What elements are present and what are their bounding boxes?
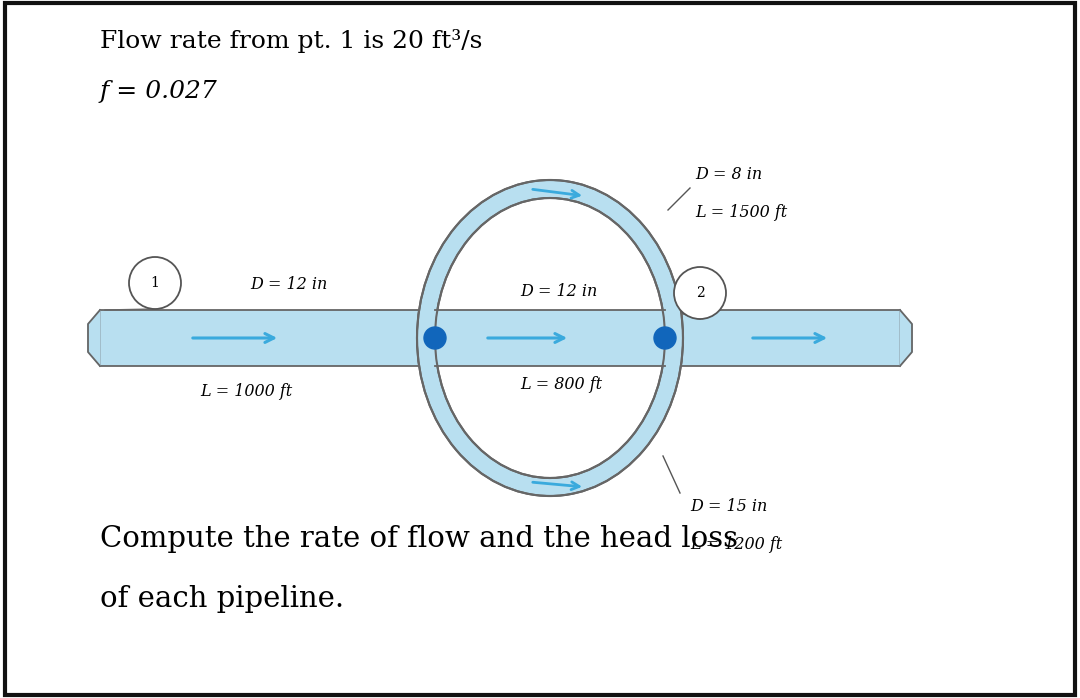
- Text: f = 0.027: f = 0.027: [100, 80, 218, 103]
- Text: L = 800 ft: L = 800 ft: [519, 376, 602, 393]
- Circle shape: [424, 327, 446, 349]
- Bar: [663, 310, 900, 366]
- Text: D = 12 in: D = 12 in: [249, 276, 327, 293]
- Text: Compute the rate of flow and the head loss: Compute the rate of flow and the head lo…: [100, 525, 738, 553]
- Bar: [100, 310, 437, 366]
- Ellipse shape: [435, 198, 665, 478]
- Text: L = 1000 ft: L = 1000 ft: [200, 383, 292, 400]
- Text: D = 12 in: D = 12 in: [519, 283, 597, 300]
- Text: D = 8 in: D = 8 in: [696, 166, 762, 183]
- Text: 1: 1: [150, 276, 160, 290]
- Text: 2: 2: [696, 286, 704, 300]
- Text: L = 1500 ft: L = 1500 ft: [696, 204, 787, 221]
- Polygon shape: [87, 310, 100, 366]
- Circle shape: [654, 327, 676, 349]
- Text: D = 15 in: D = 15 in: [690, 498, 767, 515]
- Ellipse shape: [417, 180, 683, 496]
- Circle shape: [674, 267, 726, 319]
- Circle shape: [129, 257, 181, 309]
- Text: of each pipeline.: of each pipeline.: [100, 585, 345, 613]
- Text: L = 1200 ft: L = 1200 ft: [690, 536, 782, 553]
- Bar: [434, 310, 666, 366]
- Text: Flow rate from pt. 1 is 20 ft³/s: Flow rate from pt. 1 is 20 ft³/s: [100, 29, 483, 53]
- Polygon shape: [900, 310, 912, 366]
